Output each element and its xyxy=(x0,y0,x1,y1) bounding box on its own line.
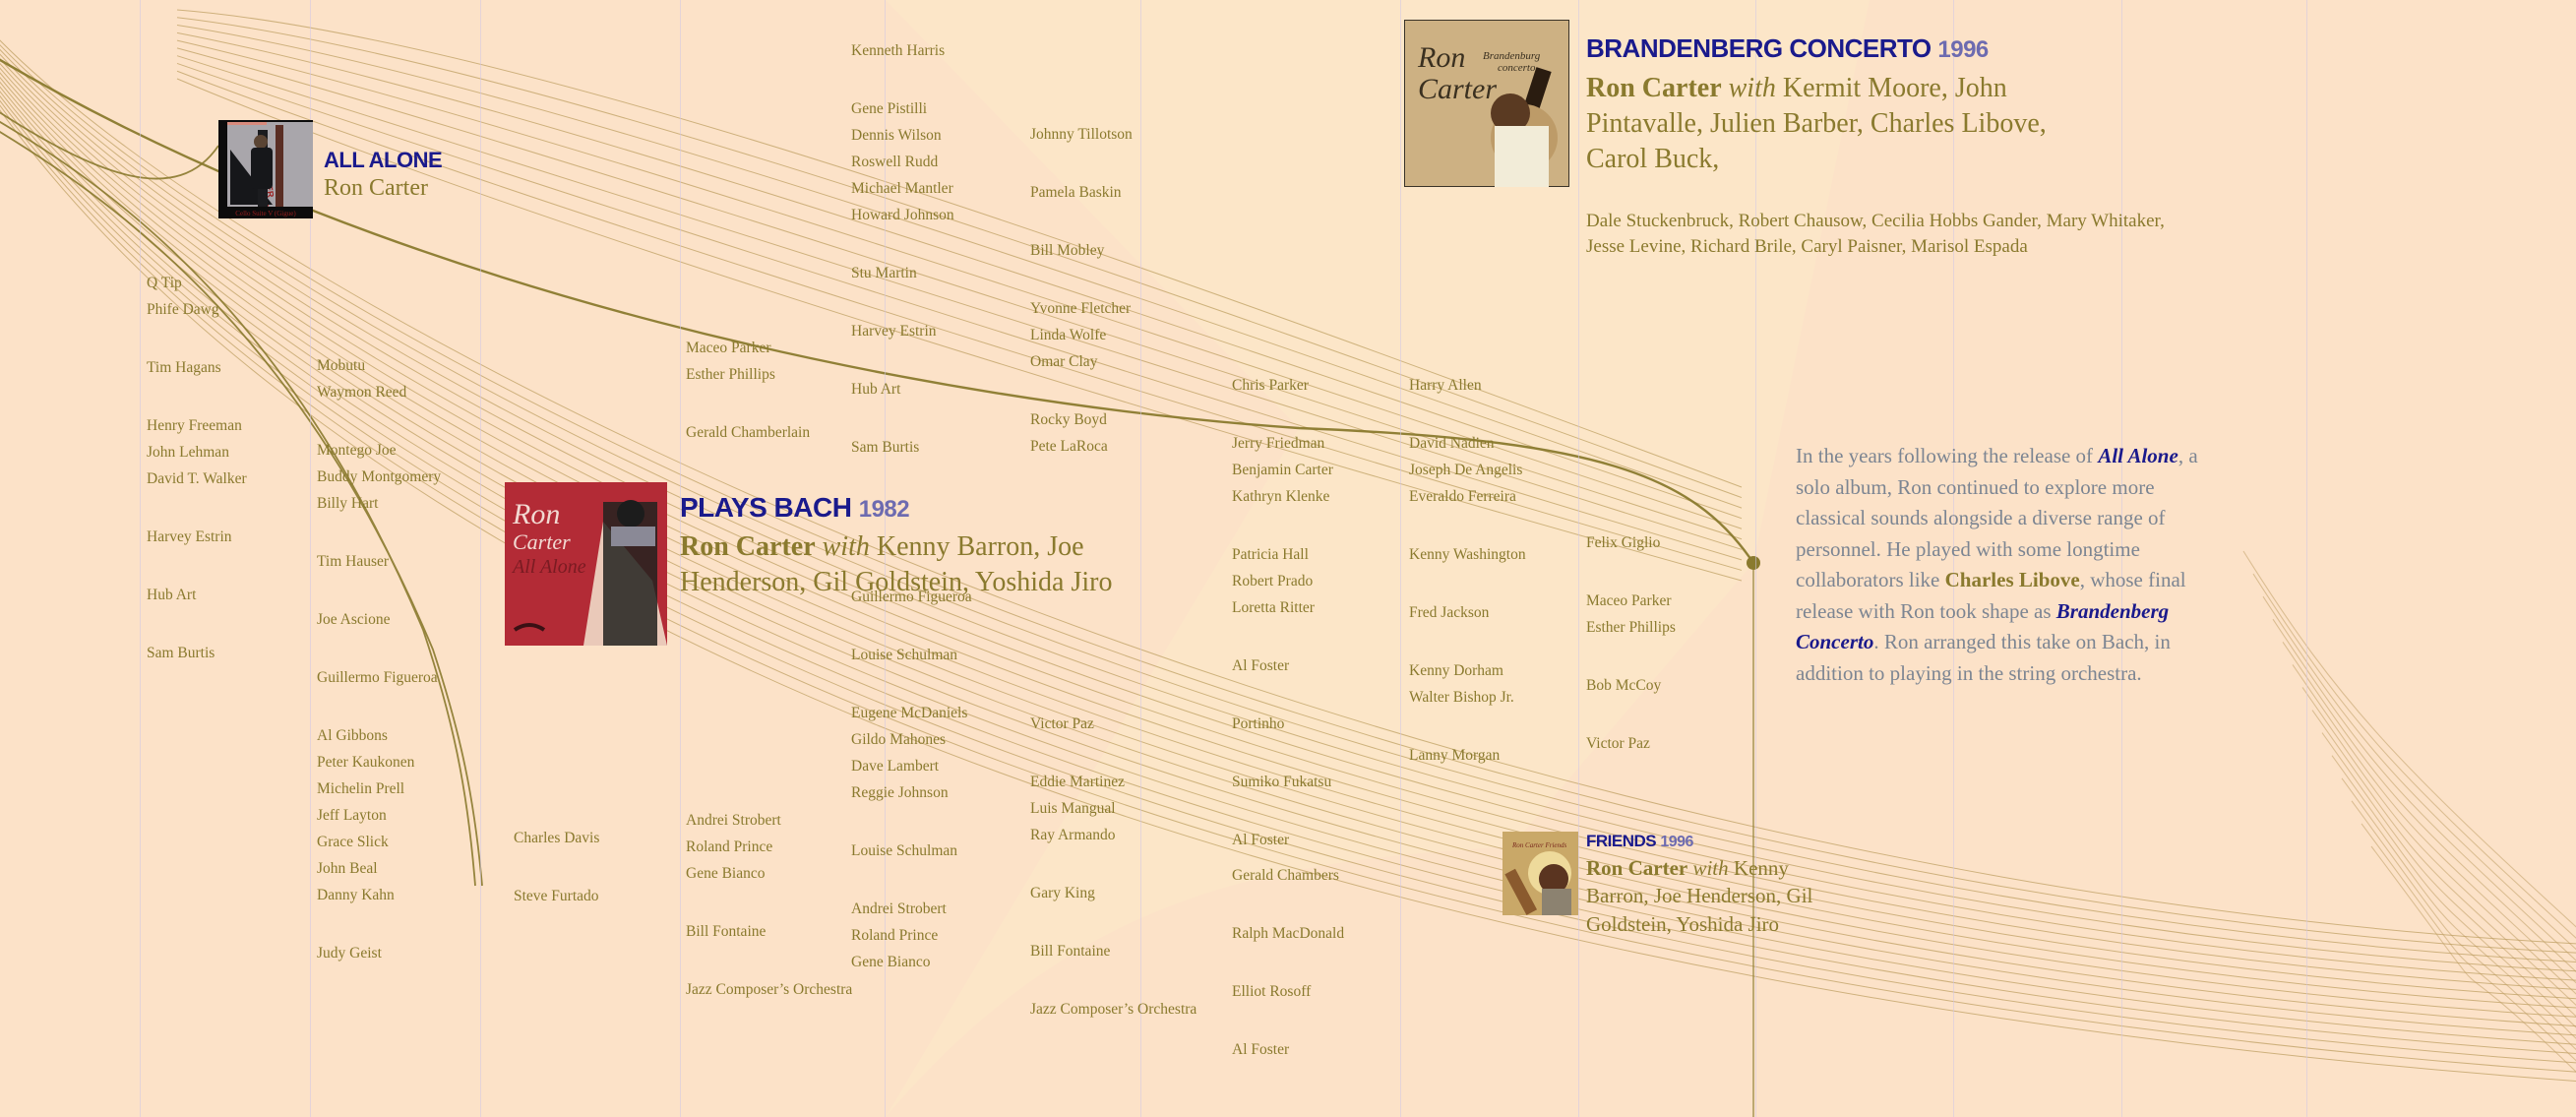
svg-text:Carter: Carter xyxy=(1418,73,1497,105)
svg-text:concerto: concerto xyxy=(1498,62,1536,74)
svg-text:Carter: Carter xyxy=(513,529,571,554)
svg-text:All Alone: All Alone xyxy=(511,556,586,578)
svg-text:Ron Carter Friends: Ron Carter Friends xyxy=(1511,841,1566,849)
svg-text:Brandenburg: Brandenburg xyxy=(1483,50,1541,62)
svg-text:Ron: Ron xyxy=(512,498,560,530)
svg-text:Cello Suite V (Gigue): Cello Suite V (Gigue) xyxy=(235,210,296,217)
svg-text:Ron: Ron xyxy=(1417,41,1465,74)
